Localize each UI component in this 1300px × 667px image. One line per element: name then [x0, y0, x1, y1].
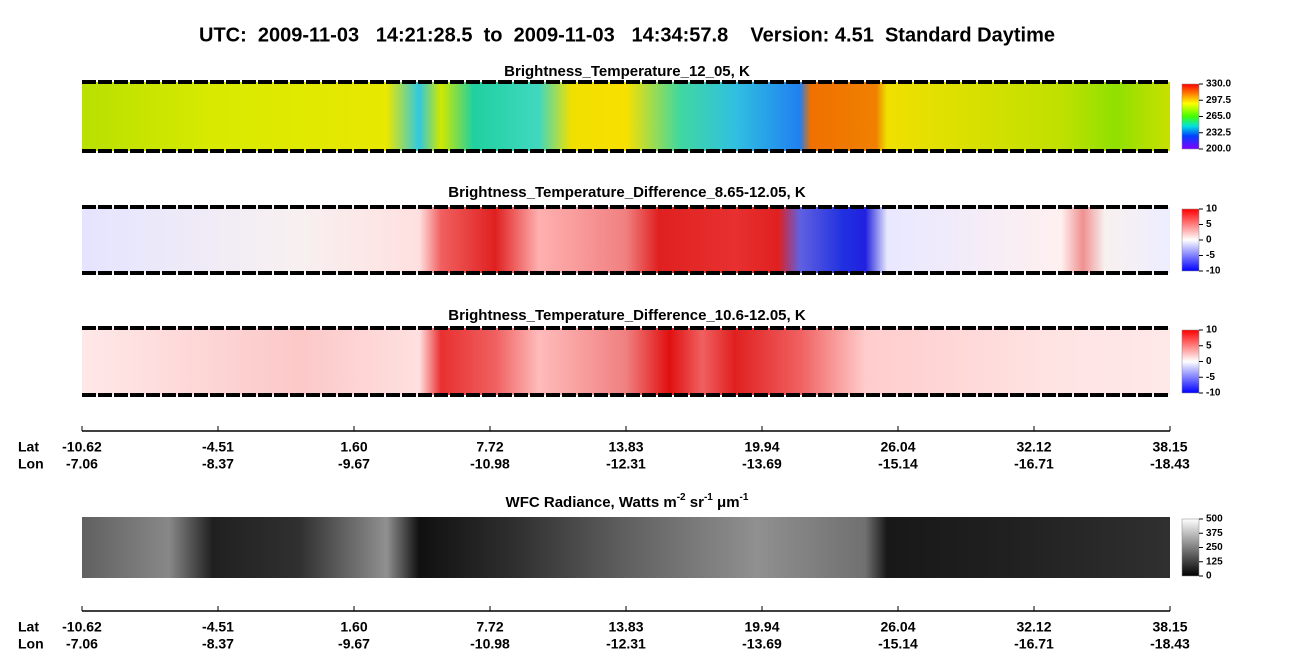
lat-tick-label: 32.12	[1016, 439, 1051, 455]
colorbar	[1181, 518, 1200, 577]
swath-image	[82, 328, 1170, 395]
colorbar-label: 10	[1206, 325, 1218, 336]
colorbar-label: 375	[1206, 528, 1223, 539]
lat-tick-label: 38.15	[1152, 439, 1187, 455]
swath-image	[82, 517, 1170, 578]
lon-tick-label: -16.71	[1014, 456, 1054, 472]
colorbar-label: 10	[1206, 204, 1218, 215]
lat-tick-label: 7.72	[476, 439, 503, 455]
lat-tick-label: 38.15	[1152, 619, 1187, 635]
lon-label: Lon	[18, 456, 44, 472]
lon-tick-label: -12.31	[606, 636, 646, 652]
lat-tick-label: 7.72	[476, 619, 503, 635]
lon-tick-label: -9.67	[338, 636, 370, 652]
lat-tick-label: -4.51	[202, 439, 234, 455]
lat-label: Lat	[18, 439, 39, 455]
lon-tick-label: -10.98	[470, 456, 510, 472]
title-part: μm	[713, 494, 740, 511]
title: UTC: 2009-11-03 14:21:28.5 to 2009-11-03…	[199, 24, 1055, 46]
colorbar-label: 0	[1206, 571, 1212, 582]
lon-tick-label: -13.69	[742, 456, 782, 472]
colorbar-label: 330.0	[1206, 79, 1231, 90]
panel-title: Brightness_Temperature_12_05, K	[504, 63, 750, 80]
colorbar-label: 0	[1206, 235, 1212, 246]
colorbar-label: 200.0	[1206, 144, 1231, 155]
colorbar-label: 500	[1206, 514, 1223, 525]
colorbar-label: -5	[1206, 250, 1215, 261]
lat-tick-label: -10.62	[62, 439, 102, 455]
lon-tick-label: -16.71	[1014, 636, 1054, 652]
lon-tick-label: -10.98	[470, 636, 510, 652]
lat-tick-label: 19.94	[744, 439, 779, 455]
lat-tick-label: 32.12	[1016, 619, 1051, 635]
title-part: WFC Radiance, Watts m	[506, 494, 677, 511]
colorbar-label: 5	[1206, 340, 1212, 351]
panel-title: Brightness_Temperature_Difference_10.6-1…	[448, 307, 806, 324]
panel-title: Brightness_Temperature_Difference_8.65-1…	[448, 184, 806, 201]
colorbar	[1181, 83, 1200, 150]
swath-image	[82, 207, 1170, 273]
colorbar-label: 0	[1206, 356, 1212, 367]
lon-tick-label: -18.43	[1150, 636, 1190, 652]
lon-tick-label: -12.31	[606, 456, 646, 472]
lat-tick-label: 1.60	[340, 619, 367, 635]
lat-tick-label: 1.60	[340, 439, 367, 455]
lon-tick-label: -7.06	[66, 636, 98, 652]
superscript: -2	[677, 492, 686, 503]
lon-tick-label: -8.37	[202, 636, 234, 652]
colorbar-label: 232.5	[1206, 127, 1231, 138]
lat-tick-label: -10.62	[62, 619, 102, 635]
colorbar-label: 5	[1206, 219, 1212, 230]
lon-tick-label: -7.06	[66, 456, 98, 472]
superscript: -1	[740, 492, 749, 503]
colorbar	[1181, 208, 1200, 272]
lat-label: Lat	[18, 619, 39, 635]
lon-tick-label: -15.14	[878, 636, 918, 652]
lat-tick-label: 13.83	[608, 439, 643, 455]
lat-tick-label: 26.04	[880, 439, 915, 455]
swath-image	[82, 82, 1170, 151]
colorbar-label: -10	[1206, 388, 1221, 399]
panel-title: WFC Radiance, Watts m-2 sr-1 μm-1	[506, 492, 749, 511]
colorbar-label: -10	[1206, 266, 1221, 277]
colorbar-label: 297.5	[1206, 95, 1231, 106]
lon-tick-label: -15.14	[878, 456, 918, 472]
lat-tick-label: 26.04	[880, 619, 915, 635]
lon-tick-label: -18.43	[1150, 456, 1190, 472]
lon-tick-label: -13.69	[742, 636, 782, 652]
superscript: -1	[704, 492, 713, 503]
lat-tick-label: 19.94	[744, 619, 779, 635]
colorbar-label: 125	[1206, 556, 1223, 567]
title-part: sr	[686, 494, 705, 511]
colorbar-label: 250	[1206, 542, 1223, 553]
lon-tick-label: -8.37	[202, 456, 234, 472]
lon-tick-label: -9.67	[338, 456, 370, 472]
colorbar-label: 265.0	[1206, 111, 1231, 122]
lat-tick-label: 13.83	[608, 619, 643, 635]
colorbar	[1181, 329, 1200, 394]
lon-label: Lon	[18, 636, 44, 652]
colorbar-label: -5	[1206, 372, 1215, 383]
lat-tick-label: -4.51	[202, 619, 234, 635]
